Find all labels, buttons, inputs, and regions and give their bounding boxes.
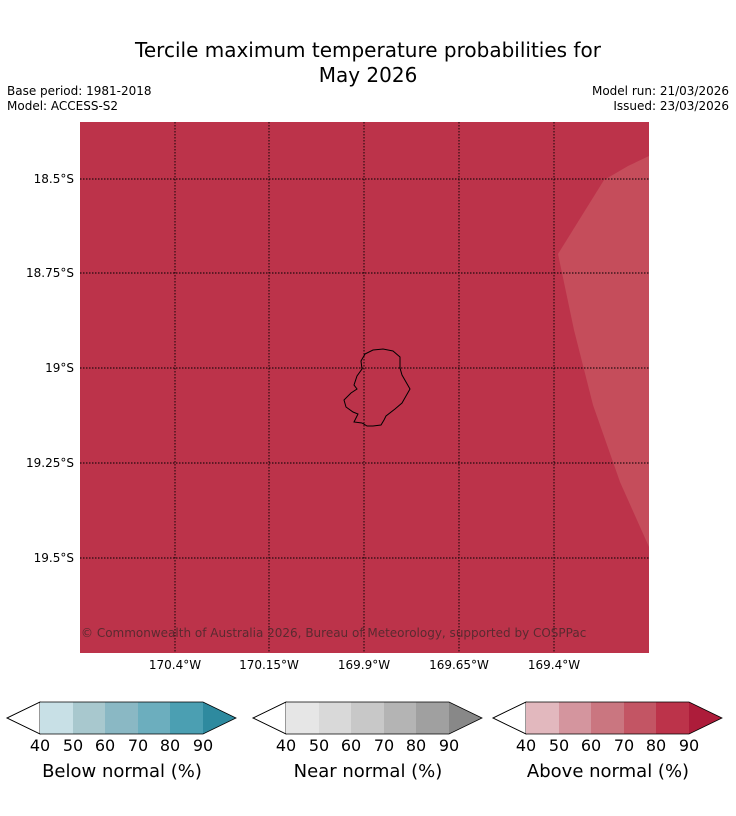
colorbar-below-bin-4 [138, 702, 170, 734]
colorbar-below-bin-5 [170, 702, 203, 734]
base-period: Base period: 1981-2018 [7, 84, 152, 98]
colorbar-near-max-arrow [449, 702, 482, 734]
colorbar-near-bin-1 [286, 702, 319, 734]
colorbar-below-bin-2 [73, 702, 105, 734]
colorbar-above-bin-2 [559, 702, 591, 734]
colorbar-below-tick: 40 [29, 736, 51, 755]
colorbar-near-tick: 80 [405, 736, 427, 755]
colorbar-near-tick: 50 [308, 736, 330, 755]
colorbar-above-bin-3 [591, 702, 624, 734]
map-title: Tercile maximum temperature probabilitie… [0, 38, 736, 88]
colorbar-near-tick: 90 [438, 736, 460, 755]
lat-label-19-25: 19.25°S [26, 456, 74, 470]
colorbar-above-bin-1 [526, 702, 559, 734]
colorbar-above-tick: 90 [678, 736, 700, 755]
above-normal-region [80, 122, 649, 653]
colorbar-above-tick: 40 [515, 736, 537, 755]
lat-label-19-5: 19.5°S [33, 551, 74, 565]
colorbar-below-label: Below normal (%) [42, 761, 202, 782]
lighter-probability-region [558, 156, 649, 547]
colorbar-above-tick: 70 [613, 736, 635, 755]
colorbar-below-frame [6, 701, 237, 735]
colorbar-below-tick: 50 [62, 736, 84, 755]
copyright-text: © Commonwealth of Australia 2026, Bureau… [81, 626, 587, 640]
colorbar-near-min-arrow [252, 701, 287, 735]
colorbar-below-bin-1 [40, 702, 73, 734]
colorbar-above-tick: 50 [548, 736, 570, 755]
map-svg [80, 122, 649, 653]
lon-label-169-4: 169.4°W [527, 658, 581, 672]
colorbar-below-max-arrow [203, 702, 236, 734]
colorbar-above-label: Above normal (%) [526, 761, 690, 782]
lon-label-170-15: 170.15°W [239, 658, 299, 672]
lat-label-18-5: 18.5°S [33, 172, 74, 186]
colorbar-above-bin-4 [624, 702, 656, 734]
colorbar-near-bin-5 [416, 702, 449, 734]
colorbar-above-ticks: 40 50 60 70 80 90 [492, 736, 723, 756]
colorbar-near-tick: 70 [373, 736, 395, 755]
colorbar-above-tick: 60 [580, 736, 602, 755]
model-run: Model run: 21/03/2026 [591, 84, 729, 98]
colorbar-near-ticks: 40 50 60 70 80 90 [252, 736, 483, 756]
colorbar-above-min-arrow [492, 701, 527, 735]
graticule [80, 122, 649, 653]
colorbar-below-swatches [6, 701, 237, 735]
colorbar-below-min-arrow [6, 701, 41, 735]
lat-label-19: 19°S [45, 361, 74, 375]
colorbar-above-bin-5 [656, 702, 689, 734]
colorbar-below-tick: 80 [159, 736, 181, 755]
colorbar-above-max-arrow [689, 702, 722, 734]
colorbar-above-frame [492, 701, 723, 735]
colorbar-above-normal: 40 50 60 70 80 90 Above normal (%) [492, 700, 723, 790]
probability-map [80, 122, 649, 653]
colorbar-near-bin-2 [319, 702, 351, 734]
metadata-right: Model run: 21/03/2026 Issued: 23/03/2026 [592, 84, 729, 114]
colorbar-near-bin-4 [384, 702, 416, 734]
island-outline [343, 348, 411, 427]
colorbar-below-ticks: 40 50 60 70 80 90 [6, 736, 237, 756]
colorbar-near-swatches [252, 701, 483, 735]
colorbar-above-swatches [492, 701, 723, 735]
lon-label-169-9: 169.9°W [337, 658, 391, 672]
colorbar-near-bin-3 [351, 702, 384, 734]
colorbar-near-normal: 40 50 60 70 80 90 Near normal (%) [252, 700, 483, 790]
colorbar-below-tick: 90 [192, 736, 214, 755]
model-name: Model: ACCESS-S2 [7, 99, 119, 113]
colorbar-near-label: Near normal (%) [293, 761, 443, 782]
issued-date: Issued: 23/03/2026 [613, 99, 729, 113]
title-line-2: May 2026 [318, 63, 418, 87]
colorbar-above-tick: 80 [645, 736, 667, 755]
colorbar-near-tick: 40 [275, 736, 297, 755]
lon-label-169-65: 169.65°W [429, 658, 489, 672]
metadata-left: Base period: 1981-2018 Model: ACCESS-S2 [7, 84, 152, 114]
colorbar-near-frame [252, 701, 483, 735]
colorbar-below-normal: 40 50 60 70 80 90 Below normal (%) [6, 700, 237, 790]
colorbar-below-tick: 70 [127, 736, 149, 755]
title-line-1: Tercile maximum temperature probabilitie… [135, 38, 601, 62]
lat-label-18-75: 18.75°S [26, 266, 74, 280]
lon-label-170-4: 170.4°W [148, 658, 202, 672]
colorbar-near-tick: 60 [340, 736, 362, 755]
colorbar-below-tick: 60 [94, 736, 116, 755]
colorbar-below-bin-3 [105, 702, 138, 734]
